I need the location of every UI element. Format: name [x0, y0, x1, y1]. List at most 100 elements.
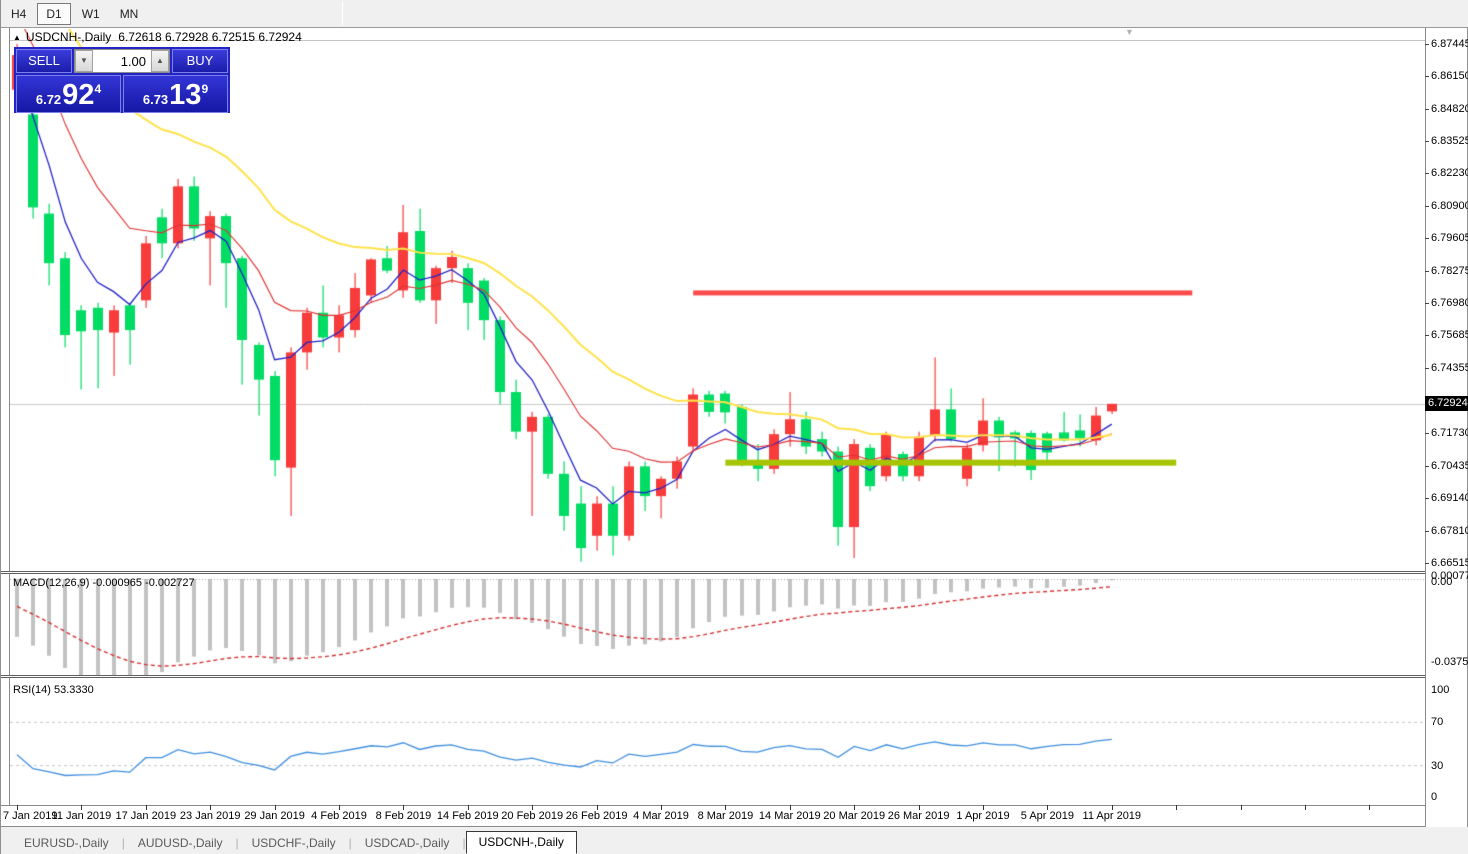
rsi-indicator-canvas[interactable]	[10, 679, 1425, 805]
rsi-label: RSI(14) 53.3330	[13, 684, 94, 696]
price-scale-tick	[1425, 368, 1429, 370]
date-tick	[532, 805, 534, 810]
price-scale-tick	[1425, 109, 1429, 111]
date-label: 14 Mar 2019	[758, 810, 821, 822]
price-scale-label: 6.76980	[1431, 297, 1468, 310]
tab-separator: |	[235, 835, 239, 850]
date-tick	[339, 805, 340, 810]
price-macd-separator[interactable]	[1, 571, 1425, 574]
price-scale-label: 6.80900	[1431, 200, 1468, 213]
price-scale-tick	[1425, 335, 1429, 337]
price-scale-tick	[1425, 271, 1429, 273]
autoscroll-marker-icon[interactable]: ▼	[1125, 27, 1134, 37]
tab-separator: |	[348, 835, 352, 850]
date-label: 23 Jan 2019	[179, 810, 241, 822]
date-label: 29 Jan 2019	[244, 810, 305, 822]
axis-bottom-border	[1, 826, 1425, 827]
chart-expand-icon[interactable]: ▲	[13, 33, 21, 42]
timeframe-mn[interactable]: MN	[119, 7, 139, 21]
price-scale-tick	[1425, 530, 1429, 532]
timeframe-toolbar: H4 D1 W1 MN	[1, 0, 1468, 28]
tab-usdchf[interactable]: USDCHF-,Daily	[251, 835, 336, 850]
rsi-scale-0: 0	[1431, 791, 1438, 803]
date-label: 17 Jan 2019	[115, 810, 177, 822]
buy-price-sup: 9	[201, 82, 209, 96]
date-tick	[81, 805, 83, 810]
price-scale-tick	[1425, 173, 1429, 175]
tab-usdcnh[interactable]: USDCNH-,Daily	[465, 831, 577, 854]
price-scale-tick	[1425, 141, 1429, 143]
volume-decrease-icon[interactable]: ▼	[75, 50, 93, 72]
chart-title: ▲ USDCNH-,Daily 6.72618 6.72928 6.72515 6.…	[13, 30, 302, 44]
tab-usdcad[interactable]: USDCAD-,Daily	[364, 835, 450, 850]
price-scale-label: 6.86150	[1431, 70, 1468, 83]
date-tick	[17, 805, 18, 810]
macd-label: MACD(12,26,9) -0.000965 -0.002727	[13, 577, 195, 589]
buy-button[interactable]: BUY	[172, 49, 228, 73]
date-label: 5 Apr 2019	[1020, 810, 1074, 822]
price-scale-label: 6.71730	[1431, 427, 1468, 440]
tab-separator: |	[121, 835, 125, 850]
price-scale-label: 6.69140	[1431, 491, 1468, 504]
macd-scale-top: 0.000779	[1431, 570, 1468, 582]
price-scale-label: 6.67810	[1431, 524, 1468, 537]
chart-symbol-label: USDCNH-,Daily	[25, 30, 112, 44]
price-scale-tick	[1425, 206, 1429, 208]
price-chart-canvas[interactable]	[10, 29, 1425, 571]
price-scale-tick	[1425, 465, 1429, 467]
price-scale-label: 6.78275	[1431, 265, 1468, 278]
buy-price-tile[interactable]: 6.73 13 9	[123, 75, 228, 113]
macd-rsi-separator[interactable]	[1, 675, 1425, 678]
volume-input[interactable]	[93, 50, 151, 72]
date-tick	[1369, 805, 1371, 810]
date-tick	[403, 805, 405, 810]
date-tick	[210, 805, 212, 810]
date-label: 26 Mar 2019	[887, 810, 950, 822]
price-scale-label: 6.83525	[1431, 135, 1468, 148]
price-scale-label: 6.75685	[1431, 329, 1468, 342]
date-tick	[1176, 805, 1178, 810]
date-label: 8 Mar 2019	[697, 810, 754, 822]
date-label: 20 Feb 2019	[501, 810, 564, 822]
date-label: 26 Feb 2019	[565, 810, 628, 822]
macd-scale-zero: 0.00	[1431, 576, 1453, 588]
date-tick	[789, 805, 791, 810]
date-label: 7 Jan 2019	[3, 810, 58, 822]
tab-audusd[interactable]: AUDUSD-,Daily	[137, 835, 223, 850]
one-click-trade-panel: SELL ▼ ▲ BUY 6.72 92 4 6.73 13 9	[14, 47, 230, 113]
timeframe-h4[interactable]: H4	[11, 7, 27, 21]
price-scale-border	[1425, 28, 1426, 827]
date-tick	[467, 805, 469, 810]
sell-price-small: 6.72	[35, 92, 62, 107]
date-tick	[661, 805, 662, 810]
price-scale-label: 6.74355	[1431, 362, 1468, 375]
timeframe-d1[interactable]: D1	[37, 3, 71, 25]
price-scale-label: 6.84820	[1431, 103, 1468, 116]
date-axis[interactable]	[1, 806, 1425, 826]
macd-indicator-canvas[interactable]	[10, 575, 1425, 675]
timeframe-w1[interactable]: W1	[81, 7, 100, 21]
date-tick	[854, 805, 856, 810]
price-scale-label: 6.66515	[1431, 556, 1468, 569]
current-price-marker: 6.72924	[1425, 396, 1468, 411]
sell-button[interactable]: SELL	[16, 49, 72, 73]
date-label: 4 Mar 2019	[633, 810, 689, 822]
chart-tab-bar: EURUSD-,Daily | AUDUSD-,Daily | USDCHF-,Dail…	[11, 831, 577, 854]
buy-price-small: 6.73	[142, 92, 169, 107]
volume-group: ▼ ▲	[74, 49, 170, 73]
price-scale-tick	[1425, 562, 1429, 564]
rsi-scale-30: 30	[1431, 760, 1444, 772]
date-tick	[1047, 805, 1049, 810]
chart-left-border	[9, 28, 10, 826]
date-tick	[145, 805, 147, 810]
sell-price-tile[interactable]: 6.72 92 4	[16, 75, 121, 113]
price-scale-label: 6.87445	[1431, 38, 1468, 50]
tab-eurusd[interactable]: EURUSD-,Daily	[24, 835, 109, 850]
sell-price-big: 92	[62, 79, 95, 111]
volume-increase-icon[interactable]: ▲	[151, 50, 169, 72]
date-tick	[1240, 805, 1242, 810]
tab-separator: |	[462, 835, 466, 850]
rsi-scale-100: 100	[1431, 684, 1450, 696]
buy-price-big: 13	[169, 79, 202, 111]
